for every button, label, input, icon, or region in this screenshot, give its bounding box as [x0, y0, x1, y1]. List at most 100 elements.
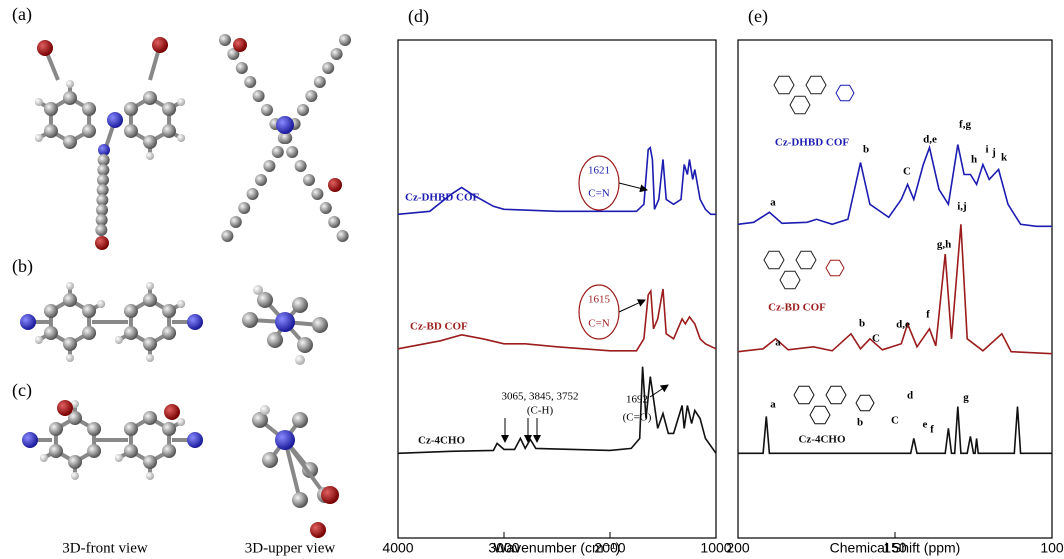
atom [242, 312, 258, 328]
atom [97, 164, 110, 176]
atom [123, 444, 138, 458]
structure-sketch [825, 259, 845, 277]
atom [82, 102, 97, 116]
panel-label: (c) [12, 380, 32, 401]
atom [87, 444, 102, 458]
atom [95, 236, 109, 250]
panel-label: (e) [748, 6, 768, 27]
atom [96, 184, 109, 196]
atom [322, 62, 335, 74]
atom [276, 116, 294, 134]
atom [310, 522, 326, 538]
panel-label: (d) [408, 6, 429, 27]
atom [34, 134, 43, 142]
atom [96, 204, 108, 216]
atom [97, 174, 109, 186]
atom [39, 454, 48, 462]
atom [48, 444, 63, 458]
series-label: Cz-BD COF [410, 321, 468, 333]
caption: 3D-front view [62, 540, 148, 556]
molecule-models [20, 34, 351, 538]
annotation: i [985, 144, 988, 156]
annotation: (C=O) [623, 412, 652, 424]
atom [271, 146, 284, 158]
atom [96, 194, 109, 206]
atom [229, 216, 242, 228]
annotation: C=N [588, 188, 610, 200]
atom [162, 102, 177, 116]
x-axis-label: Wavenumber (cm⁻¹) [494, 540, 621, 556]
atom [187, 432, 203, 448]
bond [283, 438, 327, 497]
structure-sketch [795, 250, 817, 270]
atom [263, 160, 276, 172]
atom [177, 300, 186, 308]
x-tick-label: 3000 [488, 540, 519, 556]
atom [20, 314, 36, 330]
atom [244, 76, 257, 88]
atom [336, 230, 349, 242]
atom [82, 326, 97, 340]
atom [297, 104, 309, 116]
structure-sketch [809, 405, 831, 425]
atom [98, 144, 110, 156]
annotation: 1692 [626, 394, 648, 406]
atom [57, 400, 73, 416]
atom [66, 80, 74, 88]
atom [43, 124, 58, 138]
spectrum-line [737, 144, 1052, 228]
atom [238, 202, 251, 214]
x-tick-label: 100 [1040, 540, 1064, 556]
atom [146, 152, 154, 160]
atom [339, 34, 351, 46]
atom [82, 124, 97, 138]
atom [43, 326, 58, 340]
atom [312, 317, 328, 333]
x-tick-label: 150 [883, 540, 907, 556]
atom [235, 62, 248, 74]
annotation: e [923, 419, 928, 431]
arrow [618, 299, 646, 313]
atom [146, 472, 154, 480]
atom [152, 37, 168, 53]
annotation: a [770, 197, 776, 209]
spectrum-line [397, 366, 717, 455]
annotation: d,e [923, 134, 937, 146]
annotation: a [775, 337, 781, 349]
atom [68, 411, 82, 425]
structure-sketch [789, 95, 811, 115]
atom [311, 188, 324, 200]
atom [286, 146, 299, 158]
atom [303, 174, 315, 186]
atom [123, 326, 138, 340]
arrow [649, 384, 669, 398]
annotation: C=N [588, 318, 610, 330]
atom [123, 102, 138, 116]
x-axis-label: Chemical Shift (ppm) [830, 540, 961, 556]
structure-sketch [805, 75, 827, 95]
atom [162, 124, 177, 138]
structure-sketch [855, 394, 875, 412]
structure-sketch [763, 250, 785, 270]
atom [321, 486, 339, 504]
atom [292, 297, 308, 313]
spectrum-line [397, 145, 716, 216]
annotation: b [859, 318, 865, 330]
atom [143, 135, 157, 149]
annotation: f [930, 424, 934, 436]
atom [252, 90, 265, 102]
atom [48, 422, 63, 436]
atom [66, 354, 74, 362]
annotation: (C-H) [527, 405, 554, 417]
atom [162, 304, 177, 318]
atom [71, 472, 79, 480]
atom [187, 314, 203, 330]
annotation: h [971, 154, 977, 166]
annotation: C [891, 415, 899, 427]
series-label: Cz-4CHO [798, 434, 845, 446]
atom [97, 154, 110, 166]
series-label: Cz-4CHO [418, 435, 465, 447]
atom [305, 90, 318, 102]
annotation: g,h [937, 239, 951, 251]
annotation: a [770, 399, 776, 411]
